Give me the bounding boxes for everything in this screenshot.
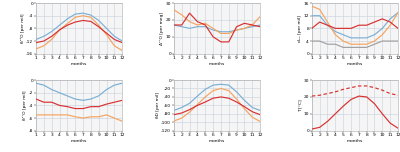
X-axis label: months: months <box>209 62 225 66</box>
Y-axis label: δD [per mil]: δD [per mil] <box>156 92 160 118</box>
X-axis label: months: months <box>347 62 363 66</box>
X-axis label: months: months <box>347 139 363 143</box>
Y-axis label: Δ¹⁷O [per meg]: Δ¹⁷O [per meg] <box>160 12 164 45</box>
X-axis label: months: months <box>71 62 87 66</box>
Y-axis label: δ¹⁷O [per mil]: δ¹⁷O [per mil] <box>24 91 28 120</box>
X-axis label: months: months <box>71 139 87 143</box>
X-axis label: months: months <box>209 139 225 143</box>
Y-axis label: T [°C]: T [°C] <box>298 99 302 112</box>
Y-axis label: dₑₓ [per mil]: dₑₓ [per mil] <box>298 15 302 42</box>
Y-axis label: δ¹⁸O [per mil]: δ¹⁸O [per mil] <box>20 14 25 43</box>
